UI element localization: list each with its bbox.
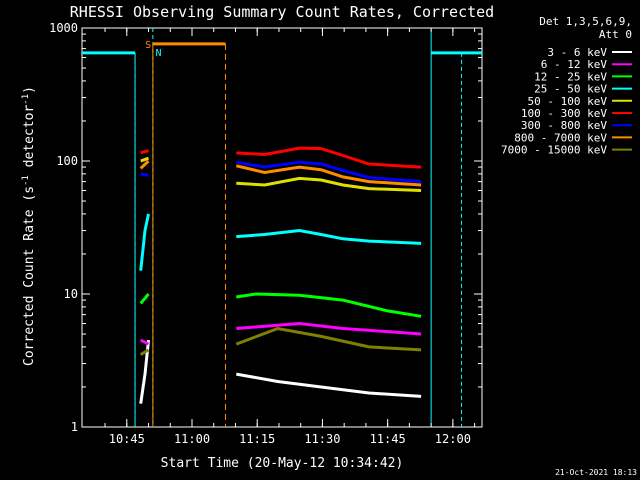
series-line [139, 348, 150, 356]
series-line [236, 321, 422, 336]
y-label-end: ) [22, 86, 37, 94]
series-line [139, 159, 150, 170]
x-axis-label: Start Time (20-May-12 10:34:42) [161, 456, 404, 471]
plot-frame [81, 27, 483, 428]
legend-header-line1: Det 1,3,5,6,9, [539, 15, 632, 28]
series-line [140, 338, 150, 346]
series-4 [139, 213, 422, 271]
series-line [236, 160, 422, 184]
series-layer [139, 146, 422, 404]
series-9 [139, 326, 422, 356]
x-tick-label: 11:00 [174, 432, 210, 446]
series-line [236, 372, 422, 398]
legend-label: 25 - 50 keV [534, 83, 607, 96]
y-axis-label: Corrected Count Rate (s-1 detector-1) [21, 86, 37, 366]
footer-date: 21-Oct-2021 18:13 [555, 468, 637, 477]
observing-flags: SN [82, 28, 482, 427]
y-label-sup2: -1 [21, 94, 31, 105]
series-7 [140, 160, 422, 184]
y-tick-label: 1 [71, 420, 78, 434]
y-label-sup1: -1 [21, 175, 31, 186]
x-tick-label: 11:15 [239, 432, 275, 446]
legend-label: 100 - 300 keV [521, 107, 607, 120]
y-tick-label: 100 [56, 154, 78, 168]
legend-label: 12 - 25 keV [534, 70, 607, 83]
series-3 [139, 292, 422, 318]
series-line [235, 326, 422, 352]
y-label-mid: detector [22, 105, 37, 176]
series-6 [140, 146, 422, 169]
series-line [236, 146, 422, 169]
x-tick-label: 11:45 [370, 432, 406, 446]
x-tick-label: 10:45 [109, 432, 145, 446]
series-line [140, 156, 150, 163]
series-2 [140, 321, 422, 346]
x-tick-label: 12:00 [435, 432, 471, 446]
series-8 [139, 159, 422, 187]
night-flag-label: N [156, 48, 162, 59]
legend-label: 50 - 100 keV [528, 95, 608, 108]
series-line [236, 176, 422, 192]
plot-area [81, 27, 483, 428]
legend-label: 300 - 800 keV [521, 119, 607, 132]
series-1 [139, 339, 422, 404]
series-line [139, 213, 150, 271]
legend-label: 800 - 7000 keV [514, 131, 607, 144]
y-label-main: Corrected Count Rate (s [22, 186, 37, 366]
chart-title: RHESSI Observing Summary Count Rates, Co… [70, 3, 494, 21]
series-5 [140, 156, 422, 192]
saa-flag-label: S [145, 40, 151, 51]
series-line [139, 293, 150, 305]
y-tick-label: 10 [64, 287, 78, 301]
series-line [140, 149, 149, 155]
legend-label: 6 - 12 keV [541, 58, 608, 71]
x-tick-label: 11:30 [304, 432, 340, 446]
y-tick-label: 1000 [49, 21, 78, 35]
series-line [235, 164, 422, 187]
legend-label: 3 - 6 keV [547, 46, 607, 59]
series-line [236, 228, 422, 245]
series-line [140, 172, 149, 177]
legend-label: 7000 - 15000 keV [501, 144, 607, 157]
legend-header-line2: Att 0 [599, 28, 632, 41]
axis-ticks: 1 10 100 1000 10:45 11:00 11:15 11:30 11:45 12:00 [49, 21, 482, 446]
series-line [236, 292, 422, 318]
